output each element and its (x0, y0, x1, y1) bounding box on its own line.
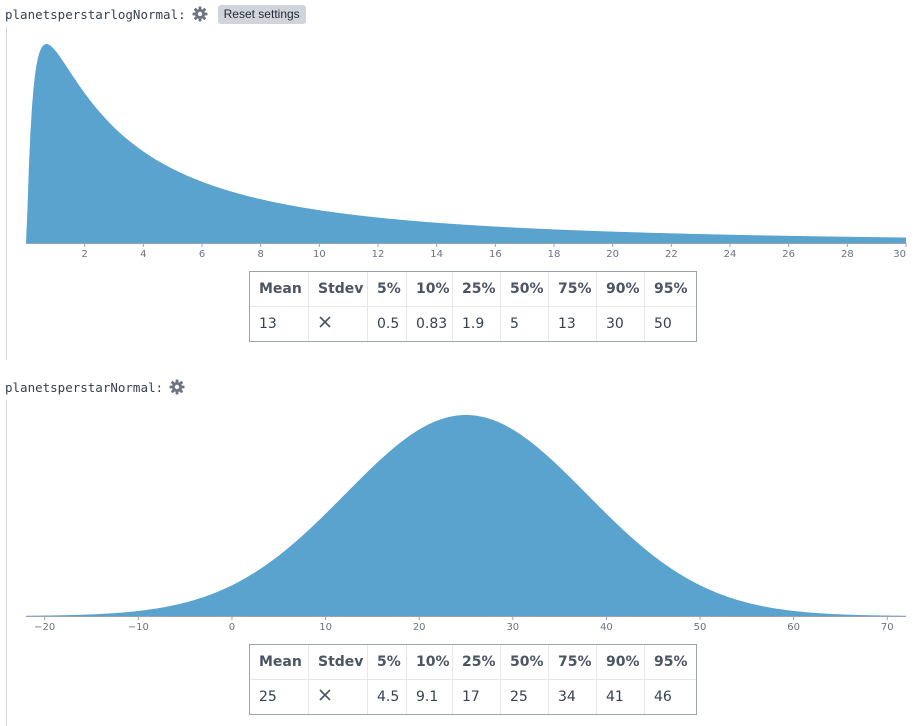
x-tick-label: 20 (606, 249, 619, 260)
header-p10: 10% (406, 644, 453, 680)
header-p90: 90% (596, 644, 645, 680)
value-mean: 13 (249, 306, 309, 342)
x-tick-label: 60 (787, 622, 800, 633)
value-p75: 13 (548, 306, 597, 342)
gear-icon[interactable] (191, 5, 209, 23)
close-icon (318, 688, 332, 706)
header-p90: 90% (596, 271, 645, 307)
x-tick-label: 20 (413, 622, 426, 633)
value-stdev (308, 679, 368, 715)
value-p25: 1.9 (452, 306, 501, 342)
variable-name: planetsperstarNormal: (5, 379, 164, 395)
variable-name: planetsperstarlogNormal: (5, 6, 186, 22)
variable-block-normal: planetsperstarNormal: −20 −10 0 10 20 30 40 50 6… (0, 373, 916, 726)
value-p5: 0.5 (367, 306, 407, 342)
value-p5: 4.5 (367, 679, 407, 715)
x-tick-label: 12 (372, 249, 385, 260)
header-stdev: Stdev (308, 644, 368, 680)
x-tick-label: 22 (665, 249, 678, 260)
left-rule (6, 27, 7, 360)
table-header-row: Mean Stdev 5% 10% 25% 50% 75% 90% 95% (249, 644, 697, 680)
table-header-row: Mean Stdev 5% 10% 25% 50% 75% 90% 95% (249, 271, 697, 307)
header-p50: 50% (500, 271, 549, 307)
header-p50: 50% (500, 644, 549, 680)
header-p95: 95% (644, 644, 697, 680)
value-mean: 25 (249, 679, 309, 715)
summary-table: Mean Stdev 5% 10% 25% 50% 75% 90% 95% 25… (249, 644, 697, 715)
value-p95: 50 (644, 306, 697, 342)
table-row: 13 0.5 0.83 1.9 5 13 30 50 (249, 306, 697, 342)
header-p5: 5% (367, 271, 407, 307)
reset-settings-button[interactable]: Reset settings (217, 4, 306, 24)
x-tick-label: −20 (34, 622, 55, 633)
header-p75: 75% (548, 271, 597, 307)
summary-table: Mean Stdev 5% 10% 25% 50% 75% 90% 95% 13… (249, 271, 697, 342)
left-rule (6, 400, 7, 726)
distribution-chart: −20 −10 0 10 20 30 40 50 60 70 (26, 415, 906, 633)
x-tick-label: 70 (881, 622, 894, 633)
header-stdev: Stdev (308, 271, 368, 307)
header-p95: 95% (644, 271, 697, 307)
value-p90: 30 (596, 306, 645, 342)
x-tick-label: 50 (694, 622, 707, 633)
x-tick-label: 4 (140, 249, 146, 260)
value-stdev (308, 306, 368, 342)
distribution-chart: 2 4 6 8 10 12 14 16 18 20 22 24 26 28 30 (26, 44, 907, 260)
x-tick-label: 16 (489, 249, 502, 260)
value-p10: 0.83 (406, 306, 453, 342)
gear-icon[interactable] (168, 378, 186, 396)
value-p75: 34 (548, 679, 597, 715)
density-area (26, 415, 906, 616)
header-mean: Mean (249, 271, 309, 307)
variable-block-lognormal: planetsperstarlogNormal: Reset settings … (0, 0, 916, 362)
value-p25: 17 (452, 679, 501, 715)
value-p95: 46 (644, 679, 697, 715)
x-tick-label: 40 (600, 622, 613, 633)
x-tick-label: 30 (893, 249, 906, 260)
value-p50: 5 (500, 306, 549, 342)
x-tick-label: 10 (319, 622, 332, 633)
x-tick-label: 30 (506, 622, 519, 633)
header-p25: 25% (452, 271, 501, 307)
x-tick-label: 18 (548, 249, 561, 260)
variable-header: planetsperstarlogNormal: Reset settings (5, 4, 306, 24)
x-tick-label: 26 (782, 249, 795, 260)
header-p75: 75% (548, 644, 597, 680)
value-p10: 9.1 (406, 679, 453, 715)
x-tick-label: 8 (257, 249, 263, 260)
x-tick-label: 28 (841, 249, 854, 260)
close-icon (318, 315, 332, 333)
x-tick-label: 6 (199, 249, 205, 260)
x-tick-label: −10 (128, 622, 149, 633)
x-tick-label: 2 (81, 249, 87, 260)
density-area (26, 44, 906, 243)
header-p5: 5% (367, 644, 407, 680)
value-p50: 25 (500, 679, 549, 715)
header-p25: 25% (452, 644, 501, 680)
table-row: 25 4.5 9.1 17 25 34 41 46 (249, 679, 697, 715)
header-p10: 10% (406, 271, 453, 307)
value-p90: 41 (596, 679, 645, 715)
x-tick-label: 10 (313, 249, 326, 260)
x-tick-label: 0 (229, 622, 235, 633)
variable-header: planetsperstarNormal: (5, 377, 186, 397)
header-mean: Mean (249, 644, 309, 680)
x-tick-label: 14 (430, 249, 443, 260)
x-tick-label: 24 (724, 249, 737, 260)
